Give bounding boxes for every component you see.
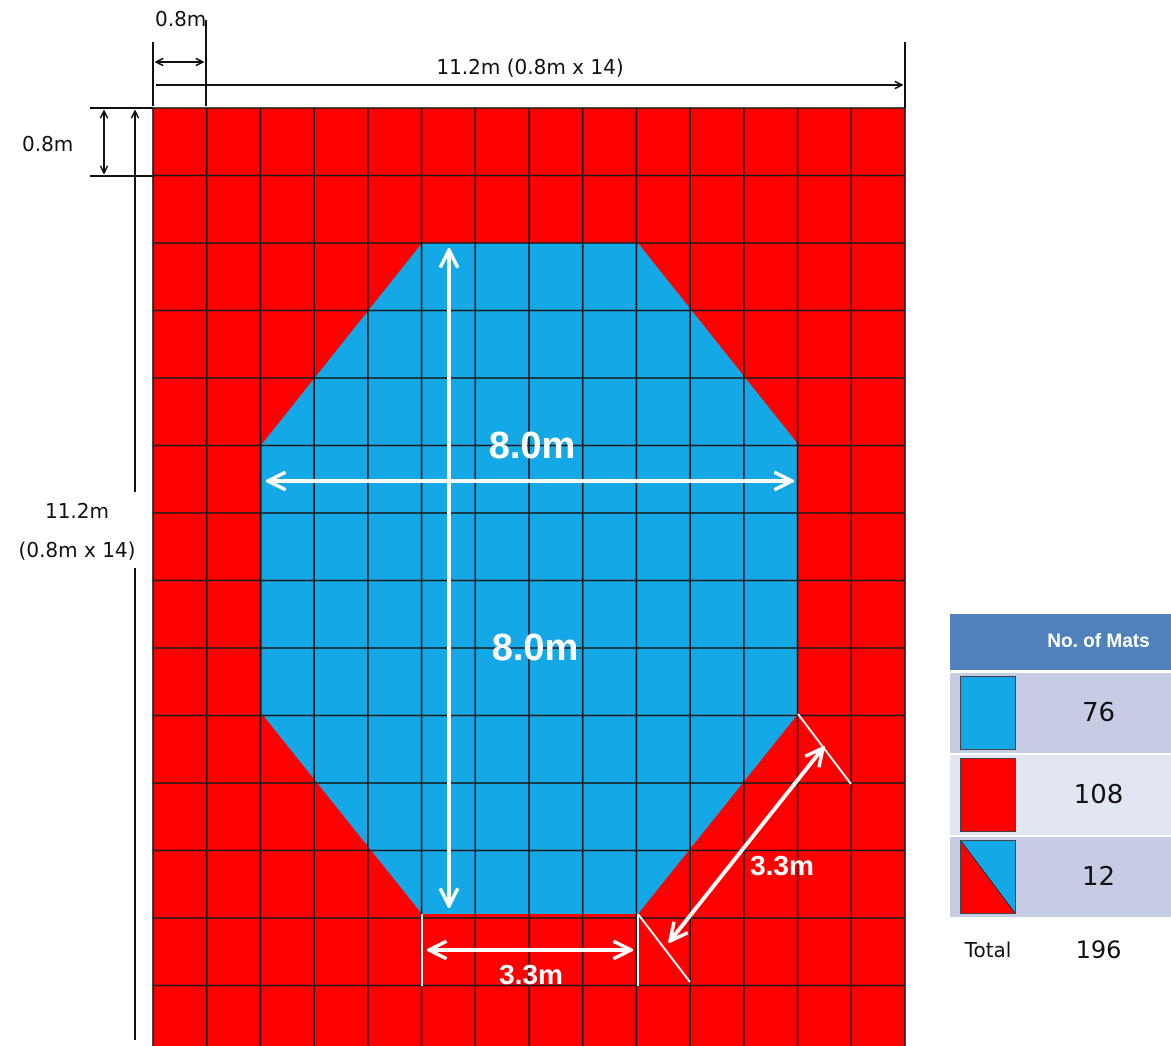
split-mat-count: 12 (1026, 837, 1171, 919)
height-label-background (12, 492, 140, 568)
bottom-edge-label: 3.3m (499, 959, 563, 990)
total-height-label-line1: 11.2m (45, 499, 109, 523)
mat-count-table: No. of Mats 76 108 12 Total 196 (950, 614, 1171, 983)
blue-mat-count: 76 (1026, 673, 1171, 755)
table-row-blue: 76 (950, 673, 1171, 755)
left-dimensions (90, 107, 153, 1040)
total-width-label: 11.2m (0.8m x 14) (436, 55, 623, 79)
tile-height-label: 0.8m (22, 132, 73, 156)
red-mat-swatch (960, 758, 1016, 832)
tile-width-label: 0.8m (155, 7, 206, 31)
red-mat-count: 108 (1026, 755, 1171, 837)
header-empty-cell (950, 614, 1026, 673)
blue-octagon-area (262, 243, 798, 914)
blue-mat-swatch (960, 676, 1016, 750)
white-measurements (268, 250, 823, 950)
total-count: 196 (1026, 919, 1171, 983)
diagonal-edge-arrow (670, 748, 823, 941)
split-mat-swatch (960, 840, 1016, 914)
octagon-width-label: 8.0m (489, 425, 576, 467)
diagonal-edge-label: 3.3m (750, 850, 814, 881)
total-height-label-line2: (0.8m x 14) (19, 538, 136, 562)
octagon-height-label: 8.0m (492, 627, 579, 669)
table-row-red: 108 (950, 755, 1171, 837)
extension-lines (421, 713, 852, 986)
table-row-total: Total 196 (950, 919, 1171, 983)
top-dimensions (152, 20, 906, 108)
table-row-split: 12 (950, 837, 1171, 919)
header-no-of-mats: No. of Mats (1026, 614, 1171, 673)
total-label: Total (950, 919, 1026, 983)
table-header-row: No. of Mats (950, 614, 1171, 673)
